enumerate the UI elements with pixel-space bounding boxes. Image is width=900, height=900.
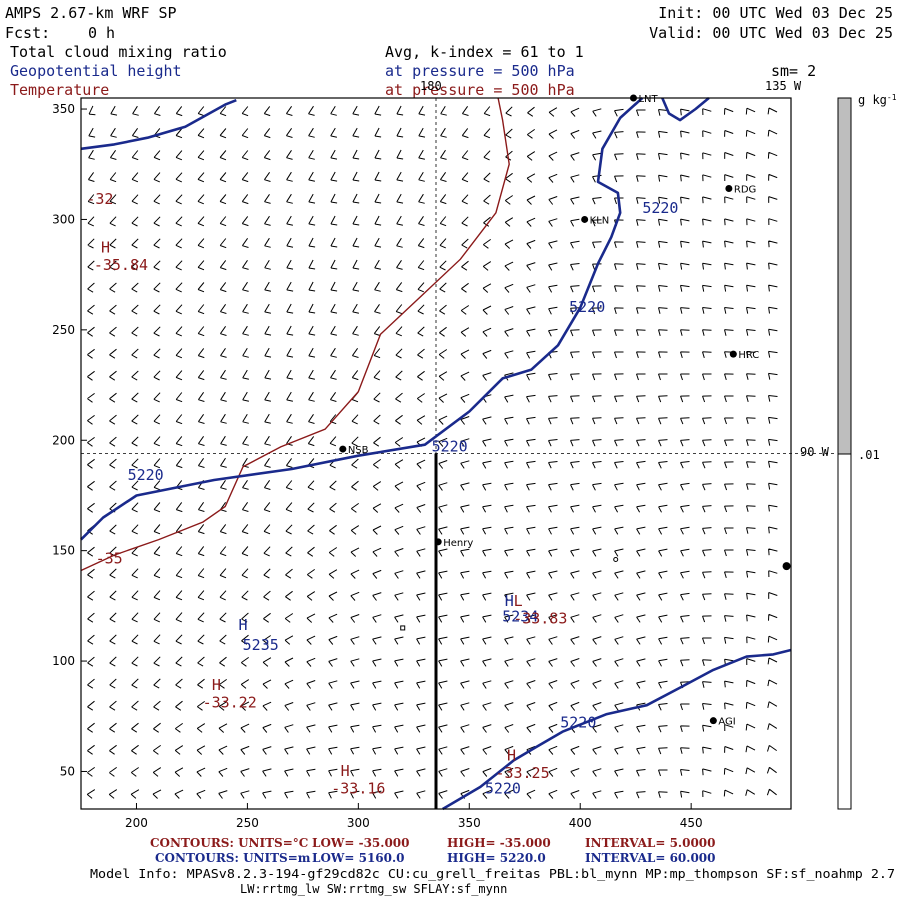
height-label-2: 5220 [569, 298, 605, 316]
model-info-2: LW:rrtmg_lw SW:rrtmg_sw SFLAY:sf_mynn [240, 882, 507, 896]
station-dot-agi [709, 717, 717, 725]
footer-height-units: CONTOURS: UNITS=m [155, 851, 311, 865]
footer-height-low: LOW= 5160.0 [312, 851, 405, 865]
footer-temp-high: HIGH= -35.000 [447, 836, 551, 850]
y-tick-label-50: 50 [60, 764, 75, 778]
valid-time: Valid: 00 UTC Wed 03 Dec 25 [649, 24, 893, 42]
x-tick-label-200: 200 [125, 816, 148, 830]
height-label-3: 5220 [642, 199, 678, 217]
x-tick-label-250: 250 [236, 816, 259, 830]
height-contour-2 [442, 648, 792, 811]
footer-temp-units: CONTOURS: UNITS=°C [150, 836, 308, 850]
station-label-lnt: LNT [638, 94, 658, 105]
field-cloud: Total cloud mixing ratio [10, 43, 227, 61]
x-tick-label-300: 300 [347, 816, 370, 830]
y-tick-label-350: 350 [52, 102, 75, 116]
station-label-hrc: HRC [738, 350, 759, 361]
extremum-marker-0: H [239, 616, 248, 634]
lon-135w: 135 W [765, 79, 802, 93]
colorbar-empty [837, 453, 852, 810]
x-tick-label-400: 400 [569, 816, 592, 830]
extremum-value-1: 5234 [502, 607, 538, 625]
station-dot-kln [581, 215, 589, 223]
footer-temp-low: LOW= -35.000 [312, 836, 410, 850]
pressure-temperature: at pressure = 500 hPa [385, 81, 575, 99]
contour-labels: 522052205220522052205220-35-32H5235H5234… [86, 190, 678, 798]
station-label-agi: AGI [718, 717, 735, 728]
station-label-kln: KLN [590, 215, 610, 226]
field-temperature: Temperature [10, 81, 109, 99]
extremum-value-6: -33.25 [495, 764, 549, 782]
forecast-value: 0 h [88, 24, 115, 42]
extremum-value-0: 5235 [243, 636, 279, 654]
avg-k-index: Avg, k-index = 61 to 1 [385, 43, 584, 61]
extremum-value-5: -33.16 [331, 780, 385, 798]
footer-temp-interval: INTERVAL= 5.0000 [585, 836, 716, 850]
x-tick-label-350: 350 [458, 816, 481, 830]
y-tick-label-100: 100 [52, 654, 75, 668]
station-markers: NSB Henry KLN RDG HRC AGI LNT [339, 94, 791, 728]
x-axis: 200 250 300 350 400 450 [125, 803, 703, 830]
pressure-height: at pressure = 500 hPa [385, 62, 575, 80]
y-tick-label-300: 300 [52, 212, 75, 226]
extra-label-0: -32 [86, 190, 113, 208]
field-height: Geopotential height [10, 62, 182, 80]
station-dot-nsb [339, 445, 347, 453]
footer: CONTOURS: UNITS=°C LOW= -35.000 HIGH= -3… [90, 836, 895, 896]
colorbar-filled [837, 97, 852, 455]
forecast-label: Fcst: [5, 24, 50, 42]
height-contour-1 [80, 97, 644, 541]
station-dot-henry [434, 538, 442, 546]
extremum-marker-4: H [212, 676, 221, 694]
marker-dot-2 [782, 562, 791, 571]
height-label-5: 5220 [485, 780, 521, 798]
marker-square-0 [400, 625, 406, 631]
extremum-marker-1: H [505, 592, 514, 610]
smoothing: sm= 2 [771, 62, 816, 80]
y-tick-label-250: 250 [52, 323, 75, 337]
marker-circle-1 [613, 556, 619, 562]
extremum-marker-2: L [514, 592, 523, 610]
extremum-value-3: -35.84 [94, 256, 148, 274]
extremum-marker-3: H [101, 239, 110, 257]
init-time: Init: 00 UTC Wed 03 Dec 25 [658, 4, 893, 22]
contour-lines [80, 96, 792, 811]
lon-180: 180 [420, 79, 442, 93]
reference-lines [81, 98, 836, 809]
extremum-marker-6: H [507, 746, 516, 764]
height-label-4: 5220 [560, 713, 596, 731]
extremum-value-4: -33.22 [203, 693, 257, 711]
plot-frame [80, 97, 792, 810]
temperature-label-0: -35 [96, 550, 123, 568]
y-tick-label-150: 150 [52, 544, 75, 558]
temperature-contour-0 [80, 97, 510, 572]
height-label-1: 5220 [432, 437, 468, 455]
model-title: AMPS 2.67-km WRF SP [5, 4, 177, 22]
height-label-0: 5220 [128, 466, 164, 484]
station-label-rdg: RDG [734, 185, 756, 196]
station-label-henry: Henry [443, 538, 473, 549]
x-tick-label-450: 450 [680, 816, 703, 830]
footer-height-high: HIGH= 5220.0 [447, 851, 546, 865]
colorbar-unit: g kg-1 [858, 93, 897, 107]
wind-barb-field [86, 105, 778, 799]
height-contour-3 [661, 96, 710, 122]
extremum-value-2: -33.83 [513, 610, 567, 628]
wind-barbs [86, 105, 778, 799]
station-dot-rdg [725, 185, 733, 193]
station-dot-hrc [729, 350, 737, 358]
y-tick-label-200: 200 [52, 433, 75, 447]
model-info: Model Info: MPASv8.2.3-194-gf29cd82c CU:… [90, 867, 895, 881]
height-contour-0 [80, 98, 237, 151]
y-axis: 50 100 150 200 250 300 350 [52, 102, 87, 778]
station-label-nsb: NSB [348, 445, 369, 456]
colorbar-tick-label: .01 [858, 448, 880, 462]
extremum-marker-5: H [341, 762, 350, 780]
lon-90w: 90 W [800, 445, 830, 459]
footer-height-interval: INTERVAL= 60.000 [585, 851, 716, 865]
